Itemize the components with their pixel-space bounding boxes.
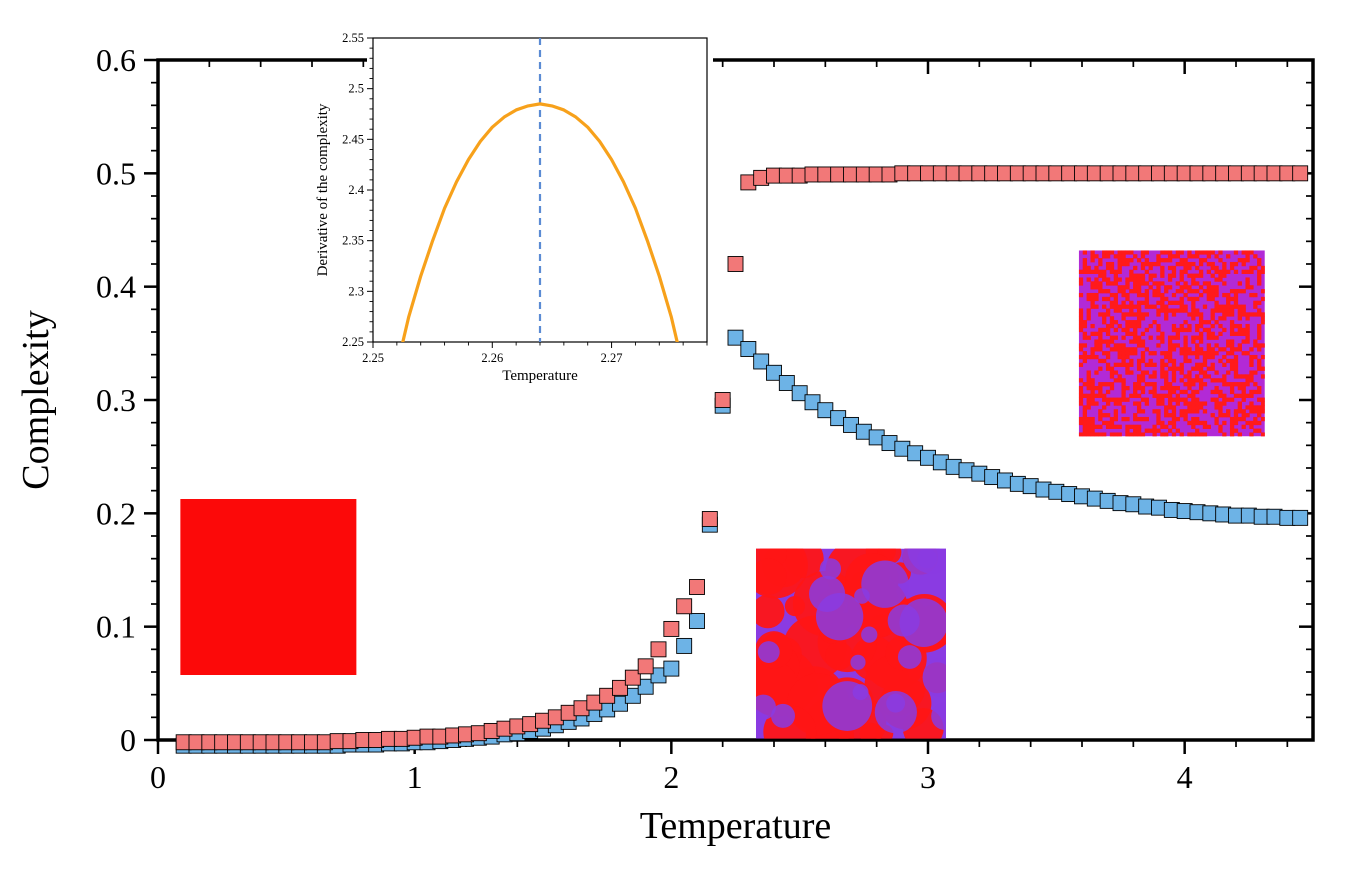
inset-ytick-label: 2.55 (342, 31, 364, 45)
inset-ytick-label: 2.25 (342, 335, 364, 349)
inset-ytick-label: 2.35 (342, 234, 364, 248)
phase-inset-solid (180, 499, 356, 675)
ytick-label: 0.5 (96, 155, 136, 191)
inset-ytick-label: 2.5 (348, 82, 364, 96)
ytick-label: 0 (120, 722, 136, 758)
y-axis-label: Complexity (15, 310, 57, 489)
ytick-label: 0.6 (96, 42, 136, 78)
inset-ytick-label: 2.45 (342, 132, 364, 146)
inset-xtick-label: 2.27 (601, 351, 623, 365)
ytick-label: 0.4 (96, 269, 136, 305)
inset-chart: 2.25 2.26 2.27 2.25 2.3 2.35 2.4 2.45 2.5 2.55 Tem… (315, 31, 713, 384)
ytick-label: 0.2 (96, 495, 136, 531)
xtick-label: 4 (1177, 759, 1193, 795)
x-axis-label: Temperature (640, 805, 831, 847)
inset-xtick-label: 2.25 (362, 351, 384, 365)
inset-ytick-label: 2.4 (348, 183, 364, 197)
inset-y-axis-label: Derivative of the complexity (315, 103, 331, 276)
inset-ytick-label: 2.3 (348, 284, 364, 298)
ytick-label: 0.3 (96, 382, 136, 418)
chart-root: 0 1 2 3 4 0 0.1 0.2 0.3 0.4 0.5 0.6 Temperature Compl… (0, 0, 1360, 872)
phase-inset-critical (735, 525, 962, 761)
phase-inset-disordered (1079, 250, 1265, 436)
inset-x-axis-label: Temperature (502, 368, 578, 384)
xtick-label: 2 (663, 759, 679, 795)
xtick-label: 3 (920, 759, 936, 795)
chart-svg: 0 1 2 3 4 0 0.1 0.2 0.3 0.4 0.5 0.6 Temperature Compl… (0, 0, 1360, 872)
xtick-label: 0 (150, 759, 166, 795)
inset-xtick-label: 2.26 (481, 351, 503, 365)
ytick-label: 0.1 (96, 609, 136, 645)
xtick-label: 1 (407, 759, 423, 795)
